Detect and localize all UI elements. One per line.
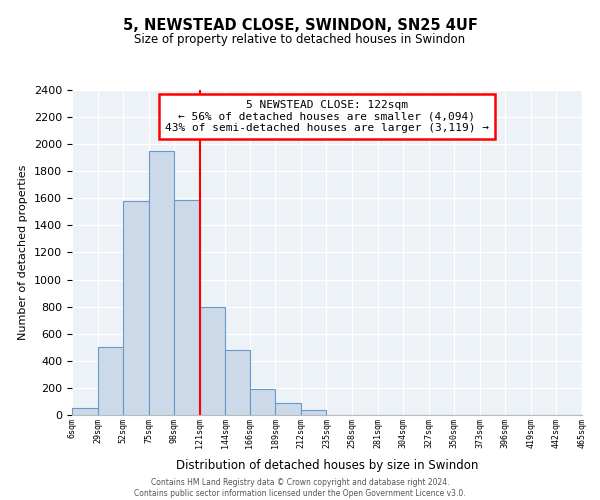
X-axis label: Distribution of detached houses by size in Swindon: Distribution of detached houses by size … xyxy=(176,459,478,472)
Y-axis label: Number of detached properties: Number of detached properties xyxy=(19,165,28,340)
Bar xyxy=(98,348,123,415)
Bar xyxy=(174,200,200,415)
Bar xyxy=(123,201,149,415)
Text: 5 NEWSTEAD CLOSE: 122sqm
← 56% of detached houses are smaller (4,094)
43% of sem: 5 NEWSTEAD CLOSE: 122sqm ← 56% of detach… xyxy=(165,100,489,133)
Text: Contains HM Land Registry data © Crown copyright and database right 2024.
Contai: Contains HM Land Registry data © Crown c… xyxy=(134,478,466,498)
Bar xyxy=(200,306,226,415)
Bar xyxy=(226,350,250,415)
Text: 5, NEWSTEAD CLOSE, SWINDON, SN25 4UF: 5, NEWSTEAD CLOSE, SWINDON, SN25 4UF xyxy=(122,18,478,32)
Bar xyxy=(72,408,98,415)
Bar xyxy=(250,390,275,415)
Text: Size of property relative to detached houses in Swindon: Size of property relative to detached ho… xyxy=(134,32,466,46)
Bar xyxy=(275,403,301,415)
Bar xyxy=(301,410,326,415)
Bar xyxy=(149,151,174,415)
